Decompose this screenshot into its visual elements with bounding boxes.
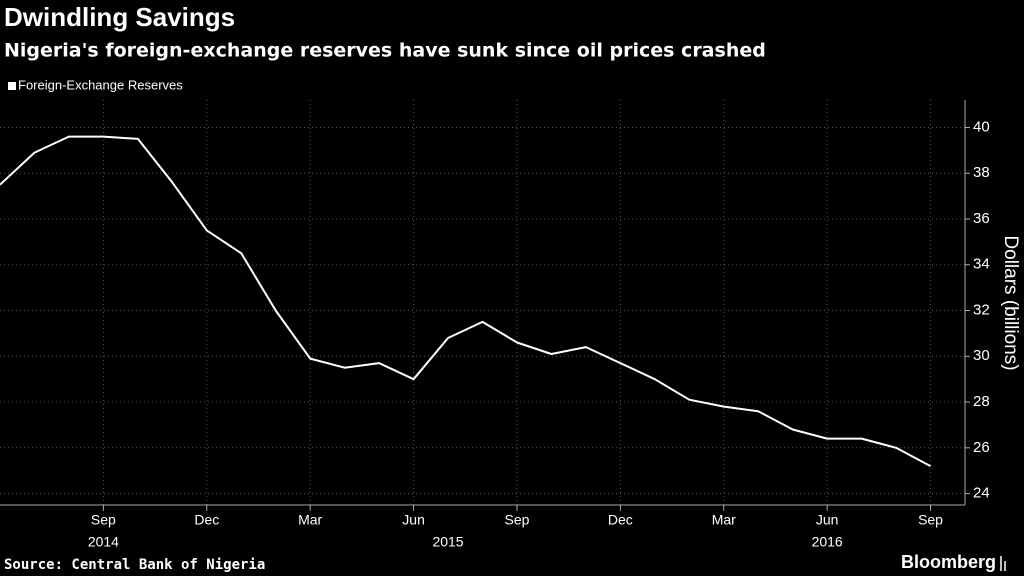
x-tick-label: Sep xyxy=(505,512,530,528)
x-tick-label: Sep xyxy=(918,512,943,528)
y-tick-label: 38 xyxy=(973,164,990,181)
chart-subtitle: Nigeria's foreign-exchange reserves have… xyxy=(4,40,766,62)
y-tick-label: 30 xyxy=(973,347,990,364)
x-tick-label: Mar xyxy=(298,512,322,528)
y-tick-label: 26 xyxy=(973,439,990,456)
x-tick-label: Jun xyxy=(816,512,839,528)
legend-label: Foreign-Exchange Reserves xyxy=(18,77,183,92)
x-tick-label: Dec xyxy=(194,512,219,528)
x-tick-label: Jun xyxy=(402,512,425,528)
y-tick-label: 40 xyxy=(973,118,990,135)
y-tick-label: 32 xyxy=(973,301,990,318)
y-tick-label: 34 xyxy=(973,256,990,273)
chart-title: Dwindling Savings xyxy=(4,2,235,32)
x-tick-label: Dec xyxy=(608,512,633,528)
y-axis-label: Dollars (billions) xyxy=(1000,235,1021,370)
y-tick-label: 24 xyxy=(973,485,990,502)
legend-swatch xyxy=(8,82,16,90)
x-year-label: 2014 xyxy=(88,534,119,550)
x-year-label: 2015 xyxy=(432,534,463,550)
source: Source: Central Bank of Nigeria xyxy=(4,557,265,573)
y-tick-label: 36 xyxy=(973,210,990,227)
x-year-label: 2016 xyxy=(812,534,843,550)
y-tick-label: 28 xyxy=(973,393,990,410)
series-line xyxy=(0,135,931,467)
x-tick-label: Mar xyxy=(712,512,736,528)
x-tick-label: Sep xyxy=(91,512,116,528)
logo: Bloomberg xyxy=(901,552,996,572)
